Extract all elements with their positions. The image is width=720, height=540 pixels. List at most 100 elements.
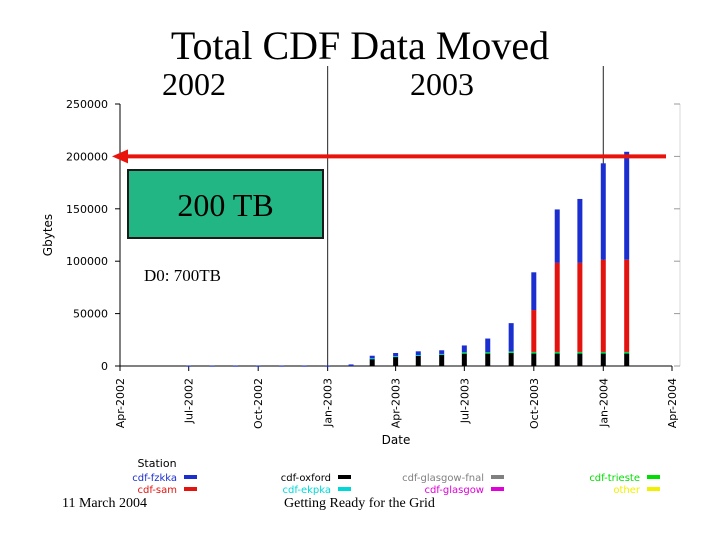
x-tick-label: Jul-2002 (183, 378, 196, 424)
bar-segment (624, 353, 630, 366)
bar-segment (393, 356, 399, 366)
bar-segment (531, 352, 537, 354)
bar-segment (600, 259, 606, 352)
total-volume-callout: 200 TB (127, 169, 324, 239)
bar-segment (531, 351, 537, 353)
bar-segment (369, 358, 375, 360)
bar-segment (209, 365, 215, 367)
bar-segment (508, 352, 514, 354)
legend-swatch (338, 487, 351, 491)
legend-label: cdf-glasgow (424, 485, 484, 496)
bar-segment (624, 351, 630, 353)
bar-segment (233, 365, 239, 367)
legend-swatch (647, 487, 660, 491)
bar-segment (508, 351, 514, 353)
bar-segment (255, 365, 261, 367)
bar-segment (624, 259, 630, 352)
bar-segment (461, 353, 467, 366)
legend-label: other (613, 485, 641, 496)
reference-arrow-head (112, 149, 128, 164)
legend-swatch (184, 475, 197, 479)
bar-segment (577, 351, 583, 353)
bar-segment (508, 323, 514, 352)
bar-segment (325, 365, 331, 367)
bar-segment (393, 353, 399, 357)
bar-segment (531, 353, 537, 366)
bar-segment (554, 351, 560, 353)
bar-segment (415, 354, 421, 356)
x-tick-label: Apr-2002 (114, 378, 127, 428)
legend-swatch (491, 475, 504, 479)
y-tick-label: 150000 (66, 203, 108, 216)
y-tick-label: 250000 (66, 98, 108, 111)
year-label-2003: 2003 (410, 66, 474, 102)
bar-segment (461, 352, 467, 354)
bar-segment (439, 354, 445, 366)
bar-segment (485, 353, 491, 366)
bar-segment (369, 358, 375, 366)
y-tick-label: 0 (101, 360, 108, 373)
footer-title: Getting Ready for the Grid (284, 496, 435, 511)
bar-segment (577, 353, 583, 366)
bar-segment (600, 351, 606, 353)
bar-segment (393, 356, 399, 358)
bar-segment (439, 353, 445, 355)
x-tick-label: Jan-2004 (597, 378, 610, 428)
bar-segment (600, 353, 606, 366)
y-axis-title: Gbytes (41, 214, 55, 256)
x-tick-label: Apr-2004 (666, 378, 679, 428)
x-axis-title: Date (382, 433, 411, 447)
bar-segment (415, 351, 421, 355)
x-tick-label: Oct-2003 (528, 378, 541, 429)
bar-segment (554, 353, 560, 366)
x-tick-label: Jul-2003 (458, 378, 471, 424)
bar-segment (577, 198, 583, 263)
bar-segment (301, 365, 307, 367)
bar-segment (439, 350, 445, 354)
bar-segment (485, 352, 491, 354)
bar-segment (531, 272, 537, 311)
legend-label: cdf-ekpka (283, 485, 331, 496)
bar-segment (624, 352, 630, 354)
bar-segment (485, 338, 491, 353)
bar-segment (600, 352, 606, 354)
legend-label: cdf-oxford (281, 473, 331, 484)
legend-label: cdf-glasgow-fnal (402, 473, 484, 484)
bar-segment (415, 355, 421, 366)
x-tick-label: Oct-2002 (252, 378, 265, 429)
y-tick-label: 200000 (66, 150, 108, 163)
year-label-2002: 2002 (162, 66, 226, 102)
bar-segment (624, 151, 630, 260)
bar-segment (554, 262, 560, 352)
bar-segment (369, 355, 375, 359)
bar-segment (600, 163, 606, 260)
x-tick-label: Jan-2003 (322, 378, 335, 428)
y-tick-label: 100000 (66, 255, 108, 268)
bar-segment (186, 365, 192, 367)
legend-label: cdf-fzkka (132, 473, 177, 484)
bar-segment (461, 345, 467, 353)
slide-title: Total CDF Data Moved (170, 23, 550, 68)
legend-label: cdf-sam (137, 485, 177, 496)
legend-swatch (647, 475, 660, 479)
legend-label: cdf-trieste (589, 473, 640, 484)
total-volume-label: 200 TB (177, 187, 274, 223)
bar-segment (554, 209, 560, 263)
legend-swatch (338, 475, 351, 479)
legend-swatch (184, 487, 197, 491)
bar-segment (577, 352, 583, 354)
d0-volume-note: D0: 700TB (144, 266, 221, 285)
bar-segment (279, 365, 285, 367)
bar-segment (348, 364, 354, 366)
legend-swatch (491, 487, 504, 491)
bar-segment (577, 262, 583, 352)
footer-date: 11 March 2004 (62, 496, 148, 511)
legend-title: Station (137, 457, 176, 470)
x-tick-label: Apr-2003 (390, 378, 403, 428)
bar-segment (485, 352, 491, 354)
y-tick-label: 50000 (73, 308, 108, 321)
bar-segment (531, 310, 537, 352)
bar-segment (554, 352, 560, 354)
